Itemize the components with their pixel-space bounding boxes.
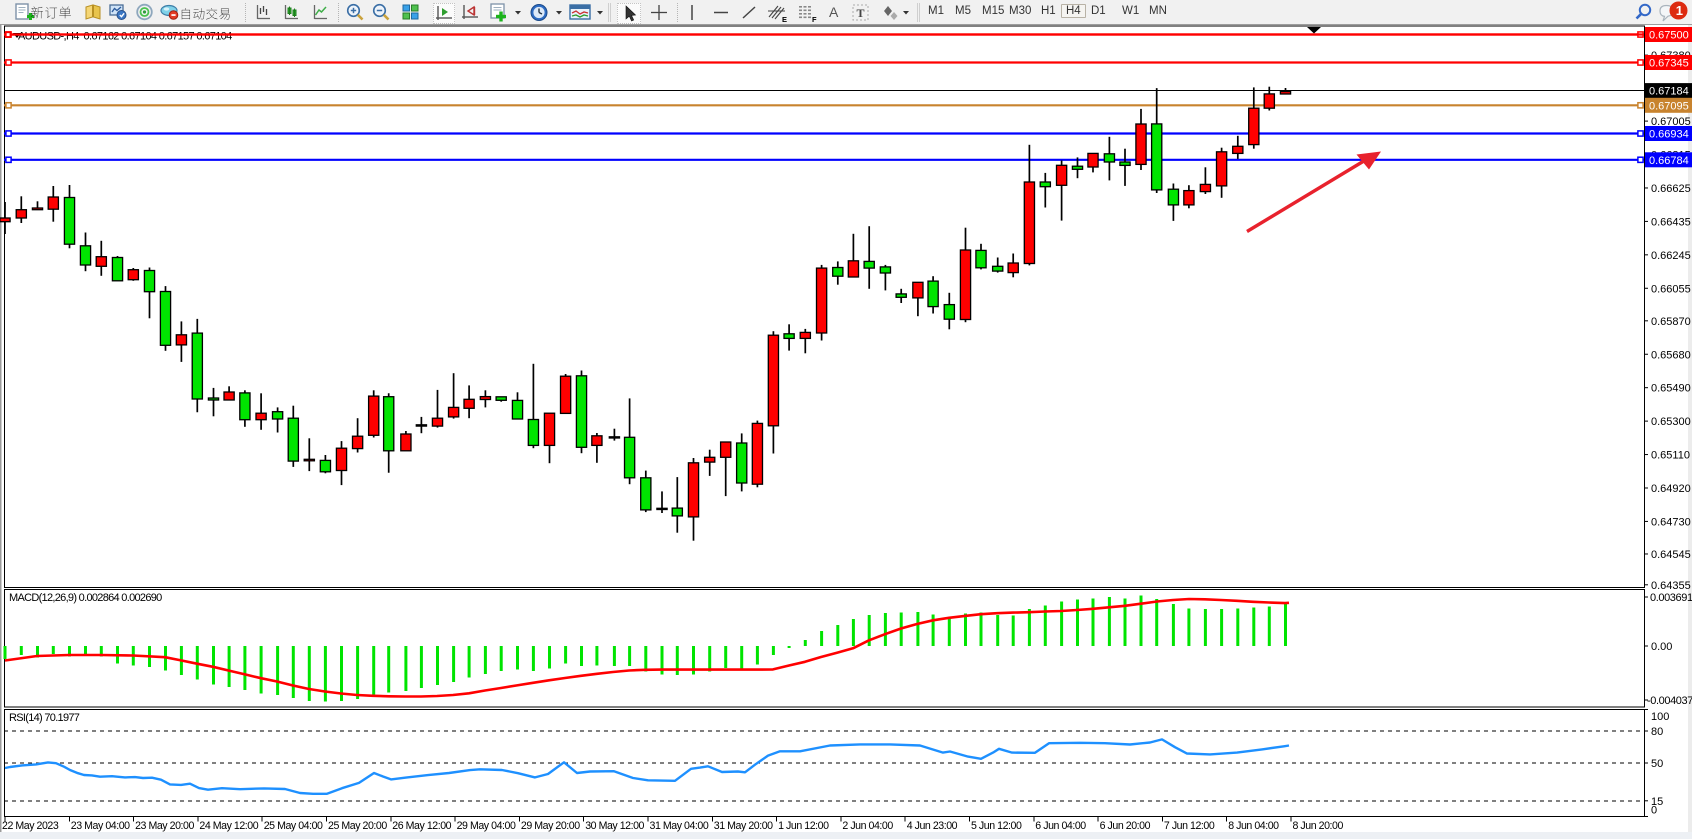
svg-text:1: 1 — [1676, 3, 1683, 18]
svg-text:23 May 04:00: 23 May 04:00 — [71, 820, 130, 832]
svg-text:5 Jun 12:00: 5 Jun 12:00 — [971, 820, 1022, 832]
svg-text:31 May 20:00: 31 May 20:00 — [714, 820, 773, 832]
svg-text:29 May 20:00: 29 May 20:00 — [521, 820, 580, 832]
svg-text:0.67095: 0.67095 — [1649, 100, 1689, 112]
svg-text:6 Jun 20:00: 6 Jun 20:00 — [1100, 820, 1151, 832]
svg-text:100: 100 — [1651, 711, 1669, 723]
svg-text:E: E — [782, 15, 787, 24]
svg-text:22 May 2023: 22 May 2023 — [2, 820, 59, 832]
svg-text:6 Jun 04:00: 6 Jun 04:00 — [1035, 820, 1086, 832]
svg-text:0.67345: 0.67345 — [1649, 58, 1689, 70]
svg-text:8 Jun 20:00: 8 Jun 20:00 — [1293, 820, 1344, 832]
svg-text:0: 0 — [1651, 805, 1657, 817]
svg-text:MACD(12,26,9) 0.002864 0.00269: MACD(12,26,9) 0.002864 0.002690 — [9, 592, 162, 604]
svg-text:50: 50 — [1651, 758, 1663, 770]
svg-text:0.66934: 0.66934 — [1649, 129, 1689, 141]
svg-text:30 May 12:00: 30 May 12:00 — [585, 820, 644, 832]
svg-text:0.64920: 0.64920 — [1651, 483, 1691, 495]
svg-text:0.64355: 0.64355 — [1651, 580, 1691, 592]
svg-text:0.67500: 0.67500 — [1649, 30, 1689, 42]
svg-text:24 May 12:00: 24 May 12:00 — [199, 820, 258, 832]
svg-text:23 May 20:00: 23 May 20:00 — [135, 820, 194, 832]
svg-text:0.00: 0.00 — [1651, 641, 1672, 653]
svg-text:7 Jun 12:00: 7 Jun 12:00 — [1164, 820, 1215, 832]
svg-text:4 Jun 23:00: 4 Jun 23:00 — [907, 820, 958, 832]
svg-text:25 May 04:00: 25 May 04:00 — [264, 820, 323, 832]
svg-text:F: F — [812, 15, 817, 24]
svg-text:0.003691: 0.003691 — [1650, 592, 1692, 604]
svg-text:0.65870: 0.65870 — [1651, 316, 1691, 328]
svg-text:0.65300: 0.65300 — [1651, 416, 1691, 428]
svg-text:0.66055: 0.66055 — [1651, 283, 1691, 295]
svg-text:0.67005: 0.67005 — [1651, 116, 1691, 128]
svg-text:15: 15 — [1651, 796, 1663, 808]
svg-text:T: T — [857, 6, 865, 20]
svg-text:AUDUSD-,H4 0.67162 0.67104 0.: AUDUSD-,H4 0.67162 0.67104 0.67157 0.671… — [18, 31, 232, 43]
svg-text:0.64545: 0.64545 — [1651, 549, 1691, 561]
svg-text:0.66435: 0.66435 — [1651, 216, 1691, 228]
svg-text:-0.004037: -0.004037 — [1647, 695, 1692, 707]
svg-text:0.67184: 0.67184 — [1649, 86, 1689, 98]
svg-text:26 May 12:00: 26 May 12:00 — [392, 820, 451, 832]
svg-text:0.65110: 0.65110 — [1651, 450, 1690, 462]
svg-text:25 May 20:00: 25 May 20:00 — [328, 820, 387, 832]
svg-text:29 May 04:00: 29 May 04:00 — [457, 820, 516, 832]
svg-text:0.65680: 0.65680 — [1651, 349, 1691, 361]
svg-text:RSI(14) 70.1977: RSI(14) 70.1977 — [9, 712, 80, 724]
svg-text:0.66245: 0.66245 — [1651, 250, 1691, 262]
svg-text:0.65490: 0.65490 — [1651, 383, 1691, 395]
svg-text:0.66784: 0.66784 — [1649, 155, 1689, 167]
svg-text:8 Jun 04:00: 8 Jun 04:00 — [1228, 820, 1279, 832]
svg-text:80: 80 — [1651, 726, 1663, 738]
svg-text:0.66625: 0.66625 — [1651, 183, 1691, 195]
svg-text:0.64730: 0.64730 — [1651, 516, 1691, 528]
svg-text:31 May 04:00: 31 May 04:00 — [650, 820, 709, 832]
svg-text:2 Jun 04:00: 2 Jun 04:00 — [842, 820, 893, 832]
svg-text:1 Jun 12:00: 1 Jun 12:00 — [778, 820, 829, 832]
